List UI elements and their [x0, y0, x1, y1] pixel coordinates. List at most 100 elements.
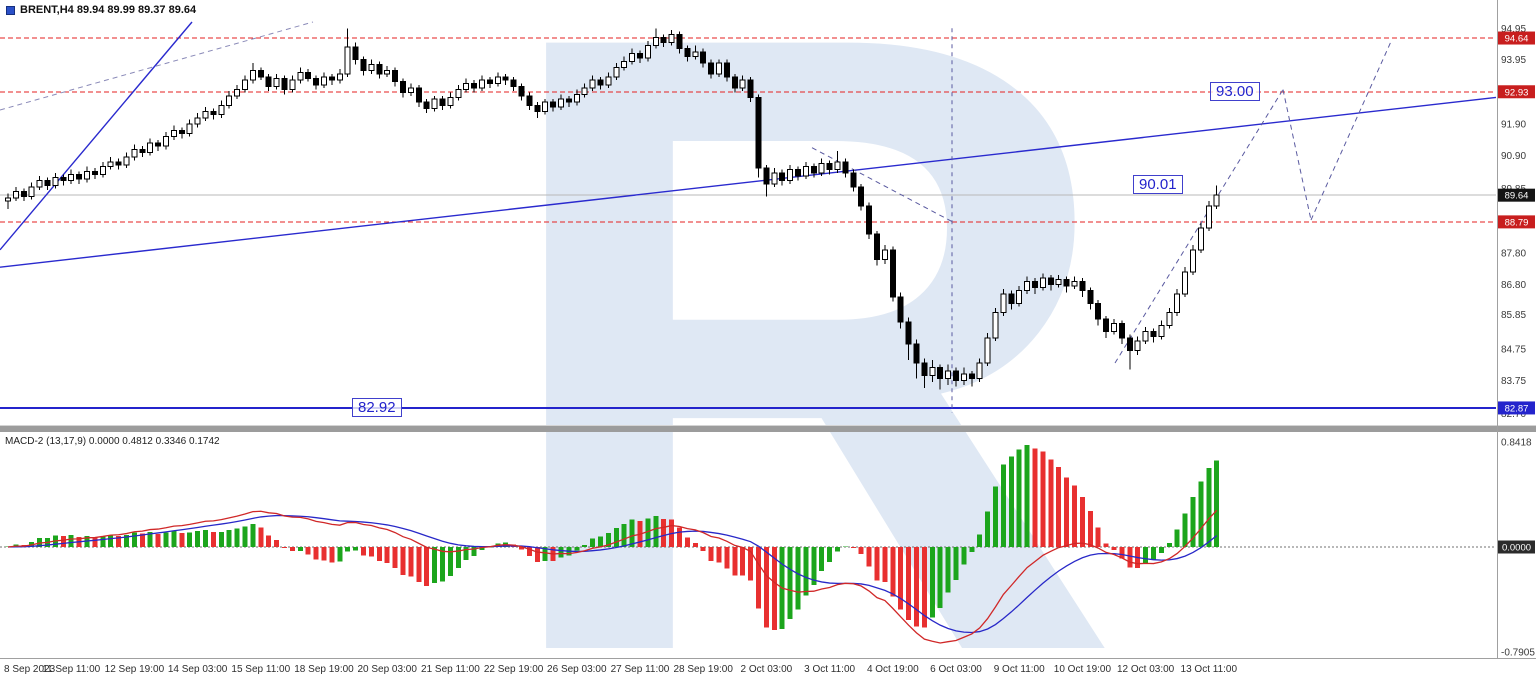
support-price-label-8292[interactable]: 82.92: [352, 398, 402, 417]
candle-body: [218, 104, 225, 116]
candle-body: [28, 186, 35, 197]
candle-body: [874, 233, 880, 260]
time-label: 21 Sep 11:00: [421, 664, 480, 675]
macd-bar: [447, 547, 453, 577]
candle-body: [660, 37, 667, 43]
time-label: 20 Sep 03:00: [357, 664, 417, 675]
macd-bar: [471, 547, 477, 556]
candle-body: [352, 46, 359, 61]
macd-bar: [171, 531, 177, 547]
macd-bar: [1119, 547, 1125, 559]
price-target-label-93[interactable]: 93.00: [1210, 82, 1260, 101]
trendline-2[interactable]: [0, 21, 314, 111]
candle-body: [360, 59, 367, 72]
candle-body: [36, 180, 43, 188]
macd-bar: [740, 547, 746, 576]
candle-body: [881, 249, 888, 260]
candle-body: [542, 101, 549, 113]
macd-bar: [242, 526, 248, 547]
candle-body: [1111, 323, 1117, 333]
trendline-0[interactable]: [0, 21, 193, 251]
macd-bar: [210, 532, 216, 547]
macd-bar: [874, 547, 880, 581]
candle-body: [747, 79, 754, 98]
candle-body: [739, 79, 746, 89]
candle-body: [463, 82, 470, 91]
time-label: 4 Oct 19:00: [867, 664, 919, 675]
pane-divider[interactable]: [0, 425, 1536, 432]
macd-bar: [590, 538, 596, 547]
candle-body: [170, 129, 177, 138]
candle-body: [226, 95, 233, 106]
candle-body: [313, 78, 320, 86]
candle-body: [858, 186, 865, 207]
candle-body: [1055, 279, 1062, 285]
candle-body: [257, 70, 264, 78]
candle-body: [937, 367, 944, 380]
trendlines-layer: [0, 21, 1497, 413]
candle-body: [763, 167, 770, 185]
macd-bar: [234, 528, 240, 547]
candle-body: [1118, 323, 1125, 339]
macd-bar: [969, 547, 975, 552]
macd-tick-label: -0.7905: [1501, 648, 1535, 659]
macd-bar: [108, 534, 114, 547]
time-label: 22 Sep 19:00: [484, 664, 544, 675]
candle-body: [1071, 280, 1078, 287]
candle-body: [676, 34, 683, 50]
candle-body: [708, 62, 715, 75]
candle-body: [597, 79, 604, 86]
trendline-5[interactable]: [1282, 89, 1312, 221]
candle-body: [84, 170, 90, 180]
time-label: 13 Oct 11:00: [1181, 664, 1238, 675]
macd-bar: [795, 547, 801, 610]
macd-bar: [961, 547, 967, 565]
candle-body: [321, 76, 327, 86]
price-tick-label: 87.80: [1501, 249, 1526, 260]
candle-body: [929, 367, 936, 377]
candle-body: [897, 296, 904, 323]
macd-bar: [384, 547, 390, 563]
price-tick-label: 90.90: [1501, 151, 1526, 162]
macd-bar: [732, 547, 738, 576]
candle-body: [1166, 312, 1173, 326]
candle-body: [818, 162, 825, 174]
price-badge: [1498, 85, 1535, 99]
candle-body: [1134, 340, 1141, 351]
candle-body: [423, 101, 430, 109]
time-label: 8 Sep 2023: [4, 664, 56, 675]
candle-body: [123, 156, 130, 166]
candle-body: [494, 76, 501, 84]
candle-body: [297, 71, 304, 81]
candle-body: [479, 79, 485, 89]
time-label: 28 Sep 19:00: [673, 664, 733, 675]
candle-body: [810, 166, 817, 174]
price-target-label-90[interactable]: 90.01: [1133, 175, 1183, 194]
candle-body: [850, 172, 857, 188]
macd-bar: [921, 547, 927, 628]
macd-bar: [621, 523, 627, 547]
macd-bar: [1048, 459, 1054, 547]
macd-bar: [313, 547, 319, 560]
macd-bar: [716, 547, 722, 563]
candle-body: [731, 76, 738, 89]
macd-bar: [692, 542, 698, 547]
candle-body: [644, 45, 651, 59]
candle-body: [581, 87, 588, 95]
macd-bar: [68, 535, 74, 547]
macd-bar: [147, 532, 153, 547]
macd-bar: [803, 547, 809, 596]
candle-body: [771, 172, 778, 185]
macd-bar: [266, 535, 272, 547]
candle-body: [139, 148, 146, 153]
macd-bar: [629, 519, 635, 547]
candle-body: [242, 79, 248, 91]
trendline-1[interactable]: [0, 96, 1497, 268]
macd-bar: [748, 547, 754, 581]
candle-body: [99, 166, 106, 175]
trendline-6[interactable]: [1310, 39, 1393, 221]
candle-body: [194, 117, 201, 125]
macd-bar: [598, 536, 603, 547]
